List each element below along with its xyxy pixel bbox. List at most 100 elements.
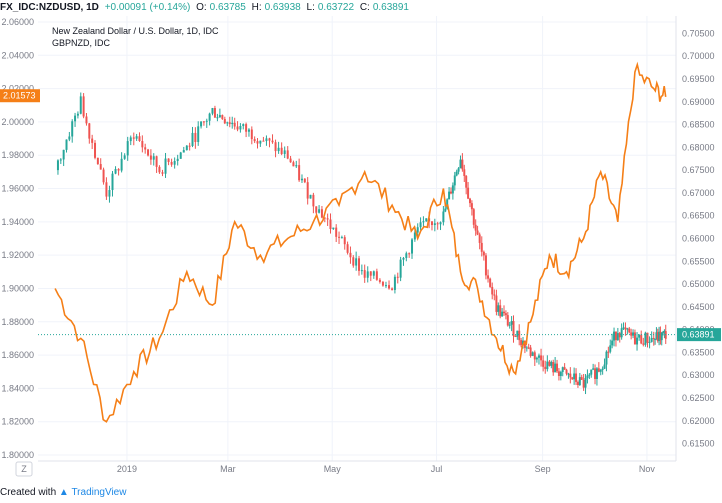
candle-body xyxy=(259,140,262,144)
candle-body xyxy=(463,169,466,177)
candle-body xyxy=(120,158,123,171)
candle-body xyxy=(567,373,570,375)
candle-body xyxy=(68,136,71,140)
candle-body xyxy=(480,242,483,252)
candle-body xyxy=(191,132,194,146)
right-tick-label: 0.68500 xyxy=(682,120,715,130)
candle-body xyxy=(208,113,211,121)
candle-body xyxy=(185,145,188,151)
candle-body xyxy=(628,328,631,333)
candle-body xyxy=(573,373,576,380)
candle-body xyxy=(399,259,402,278)
candle-body xyxy=(537,355,540,358)
candle-body xyxy=(74,115,77,122)
candle-body xyxy=(468,198,471,204)
candle-body xyxy=(221,115,224,119)
candle-body xyxy=(340,237,343,239)
left-tick-label: 2.02000 xyxy=(1,84,34,94)
candlestick-series xyxy=(56,92,667,395)
tradingview-brand[interactable]: TradingView xyxy=(71,487,127,498)
candle-body xyxy=(343,237,346,245)
candle-body xyxy=(611,340,614,346)
candle-body xyxy=(56,160,59,171)
candle-body xyxy=(85,116,88,124)
candle-body xyxy=(366,271,369,278)
created-with-text: Created with xyxy=(0,487,57,498)
candle-body xyxy=(213,108,216,118)
candle-body xyxy=(59,159,62,161)
candle-body xyxy=(503,311,506,314)
candle-body xyxy=(320,209,323,218)
right-tick-label: 0.69000 xyxy=(682,97,715,107)
candle-body xyxy=(582,379,585,388)
candle-body xyxy=(338,236,341,238)
candle-body xyxy=(620,328,623,338)
timezone-button-label[interactable]: Z xyxy=(21,464,27,474)
left-tick-label: 1.88000 xyxy=(1,317,34,327)
candle-body xyxy=(388,285,391,289)
candle-body xyxy=(332,227,335,230)
left-price-axis: 2.06000 2.04000 2.02000 2.00000 1.98000 1.960… xyxy=(1,17,34,460)
candle-body xyxy=(563,367,566,370)
right-tick-label: 0.68000 xyxy=(682,142,715,152)
candle-body xyxy=(556,363,559,372)
candle-body xyxy=(419,222,422,228)
candle-body xyxy=(491,286,494,295)
candle-body xyxy=(565,369,568,374)
price-last-badge: 0.63891 xyxy=(677,328,721,342)
candle-body xyxy=(578,377,581,386)
price-last-value: 0.63891 xyxy=(682,330,715,340)
candle-body xyxy=(323,217,326,219)
candle-body xyxy=(467,187,470,199)
candle-body xyxy=(451,185,454,194)
candle-body xyxy=(659,331,662,341)
high-label: H: xyxy=(251,2,262,13)
candle-body xyxy=(529,347,532,356)
candle-body xyxy=(402,257,405,260)
candle-body xyxy=(111,173,114,191)
right-tick-label: 0.64500 xyxy=(682,302,715,312)
compare-last-value: 2.01573 xyxy=(3,91,36,101)
candle-body xyxy=(588,374,591,376)
candle-body xyxy=(138,136,141,141)
candle-body xyxy=(96,157,99,165)
candle-body xyxy=(355,258,358,266)
candle-body xyxy=(167,158,170,162)
candle-body xyxy=(520,340,523,346)
symbol-label[interactable]: FX_IDC:NZDUSD, 1D xyxy=(0,2,99,13)
candle-body xyxy=(648,341,651,343)
right-tick-label: 0.65500 xyxy=(682,256,715,266)
right-tick-label: 0.67500 xyxy=(682,165,715,175)
candle-body xyxy=(132,137,135,139)
candle-body xyxy=(595,368,598,379)
timezone-button[interactable]: Z xyxy=(15,461,33,477)
candle-body xyxy=(448,191,451,200)
right-tick-label: 0.62000 xyxy=(682,416,715,426)
candle-body xyxy=(126,141,129,156)
close-label: C: xyxy=(359,2,370,13)
candle-body xyxy=(197,126,200,142)
candle-body xyxy=(597,368,600,372)
candle-body xyxy=(640,334,643,344)
right-tick-label: 0.70000 xyxy=(682,51,715,61)
candle-body xyxy=(557,371,560,376)
open-label: O: xyxy=(196,2,207,13)
candle-body xyxy=(476,230,479,235)
candle-body xyxy=(614,331,617,341)
candle-body xyxy=(274,142,277,152)
candle-body xyxy=(292,162,295,167)
candle-body xyxy=(552,362,555,373)
right-tick-label: 0.62500 xyxy=(682,393,715,403)
candle-body xyxy=(329,219,332,230)
candle-body xyxy=(542,360,545,367)
candle-body xyxy=(514,336,517,338)
candle-body xyxy=(233,122,236,127)
candle-body xyxy=(378,279,381,282)
time-axis: 2019 Mar May Jul Sep Nov xyxy=(117,464,655,474)
candle-body xyxy=(472,209,475,225)
candle-body xyxy=(425,218,428,222)
right-tick-label: 0.61500 xyxy=(682,439,715,449)
price-chart[interactable]: New Zealand Dollar / U.S. Dollar, 1D, ID… xyxy=(0,0,722,483)
candle-body xyxy=(624,327,627,330)
candle-body xyxy=(613,331,616,341)
